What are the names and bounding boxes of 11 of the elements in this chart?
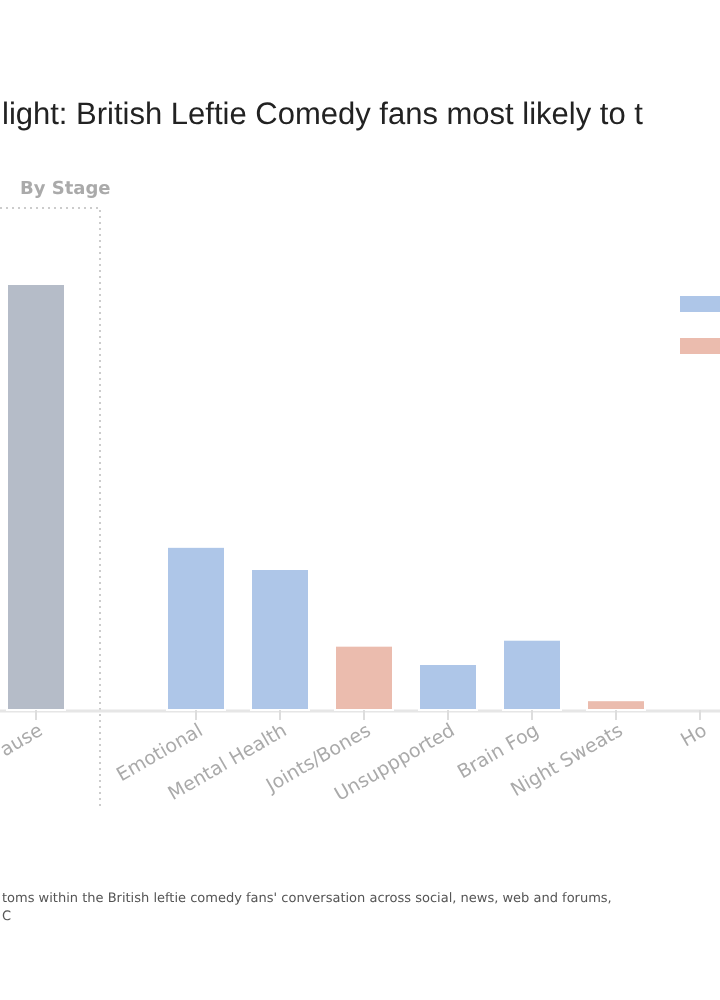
bar — [418, 662, 478, 711]
bar — [250, 567, 310, 711]
bar — [6, 283, 66, 711]
chart-title: light: British Leftie Comedy fans most likely to t — [2, 98, 645, 132]
x-tick-label: ause — [0, 719, 48, 762]
x-tick-label: Ho — [677, 719, 712, 753]
bar — [166, 545, 226, 711]
bar — [334, 644, 394, 711]
text: By Stage — [20, 180, 111, 200]
bar — [586, 699, 646, 711]
bar — [502, 638, 562, 711]
